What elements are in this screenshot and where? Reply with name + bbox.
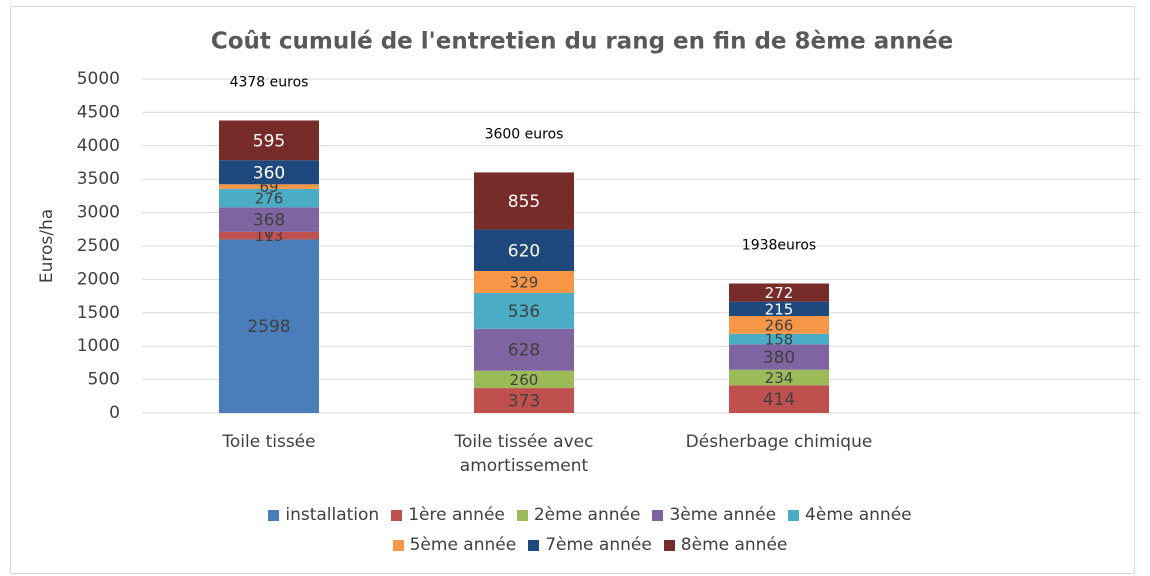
legend-item: installation [268, 505, 379, 525]
data-label: 2598 [247, 317, 290, 337]
legend-label: 2ème année [533, 505, 641, 525]
bar-segment [474, 292, 574, 329]
legend-item: 7ème année [528, 535, 652, 555]
bar-segment [729, 369, 829, 386]
data-label: 628 [508, 341, 540, 361]
bar-segment [729, 344, 829, 370]
y-tick-label: 4000 [77, 136, 120, 156]
data-label: 855 [508, 192, 540, 212]
bar-segment [219, 188, 319, 208]
bar-segment [219, 160, 319, 185]
x-tick-label: Désherbage chimique [685, 432, 873, 452]
data-label: 360 [253, 163, 285, 183]
legend-swatch [652, 509, 664, 521]
y-tick-label: 4500 [77, 102, 120, 122]
legend-swatch [528, 539, 540, 551]
data-label: 272 [765, 284, 794, 302]
legend-swatch [391, 509, 403, 521]
data-label: 595 [253, 131, 285, 151]
data-label: 0 [264, 223, 274, 241]
legend-item: 5ème année [392, 535, 517, 555]
legend-swatch [392, 539, 404, 551]
x-tick-label: Toile tissée [222, 432, 316, 452]
data-label: 368 [253, 211, 285, 231]
bar-segment [219, 120, 319, 161]
total-annotation: 1938euros [742, 237, 816, 253]
data-label: 329 [510, 273, 539, 291]
y-tick-label: 5000 [77, 69, 120, 89]
legend-item: 2ème année [516, 505, 641, 525]
legend-swatch [663, 539, 675, 551]
bar-segment [729, 316, 829, 334]
total-annotation: 3600 euros [485, 126, 564, 142]
data-label: 380 [763, 348, 795, 368]
x-tick-label: Toile tissée avec amortissement [454, 432, 594, 476]
bar-segment [219, 239, 319, 413]
y-tick-label: 0 [109, 403, 120, 423]
data-label: 414 [763, 390, 795, 410]
bar-segment [219, 207, 319, 232]
legend-swatch [268, 509, 280, 521]
legend-item: 3ème année [652, 505, 776, 525]
legend-item: 4ème année [788, 505, 912, 525]
bar-segment [474, 388, 574, 413]
legend: installation 1ère année 2ème année 3ème ann… [260, 505, 920, 555]
bar-segment [219, 184, 319, 189]
y-tick-label: 1500 [77, 303, 120, 323]
y-tick-label: 3000 [77, 203, 120, 223]
chart-frame [10, 6, 1135, 574]
legend-swatch [788, 509, 800, 521]
y-axis-label: Euros/ha [37, 209, 57, 283]
y-tick-label: 2000 [77, 269, 120, 289]
legend-label: 8ème année [680, 535, 788, 555]
bar-segment [729, 283, 829, 302]
data-label: 276 [255, 190, 284, 208]
legend-swatch [516, 509, 528, 521]
legend-label: 5ème année [409, 535, 517, 555]
y-tick-label: 2500 [77, 236, 120, 256]
bar-segment [474, 229, 574, 271]
y-tick-label: 1000 [77, 336, 120, 356]
bar-segment [474, 328, 574, 371]
data-label: 260 [510, 371, 539, 389]
legend-label: 7ème année [545, 535, 652, 555]
legend-label: 1ère année [408, 505, 505, 525]
data-label: 373 [508, 392, 540, 412]
bar-segment [474, 172, 574, 230]
legend-item: 1ère année [391, 505, 505, 525]
legend-label: 4ème année [805, 505, 912, 525]
total-annotation: 4378 euros [230, 74, 309, 90]
chart-title: Coût cumulé de l'entretien du rang en fi… [211, 29, 953, 55]
bar-segment [729, 385, 829, 413]
bar-segment [729, 301, 829, 317]
data-label: 215 [765, 300, 794, 318]
bar-segment [474, 270, 574, 293]
bar-segment [474, 370, 574, 389]
bar-segment [729, 333, 829, 345]
y-tick-label: 500 [88, 370, 120, 390]
legend-item: 8ème année [663, 535, 788, 555]
data-label: 266 [765, 316, 794, 334]
legend-label: 3ème année [669, 505, 777, 525]
data-label: 620 [508, 241, 540, 261]
data-label: 158 [765, 331, 794, 349]
legend-label: installation [285, 505, 380, 525]
y-tick-label: 3500 [77, 169, 120, 189]
data-label: 536 [508, 302, 540, 322]
bar-segment [219, 231, 319, 240]
data-label: 234 [765, 369, 794, 387]
